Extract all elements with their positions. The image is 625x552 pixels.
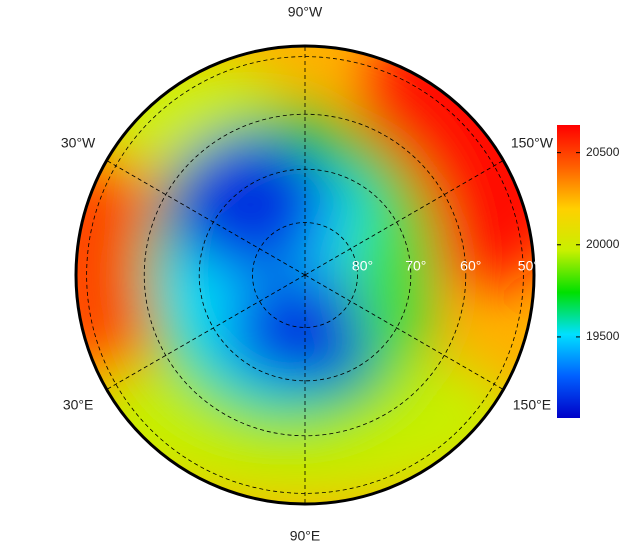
longitude-label: 90°W	[288, 4, 323, 20]
colorbar-label: 20500	[586, 145, 620, 159]
map-border	[74, 44, 536, 506]
longitude-label: 150°W	[511, 135, 554, 151]
meridian-line	[106, 274, 306, 390]
longitude-label: 90°E	[290, 528, 321, 544]
longitude-label: 30°E	[63, 397, 94, 413]
latitude-label: 60°	[460, 258, 481, 274]
colorbar-label: 19500	[586, 329, 620, 343]
latitude-label: 80°	[352, 258, 373, 274]
meridian-line	[106, 160, 306, 276]
latitude-line	[86, 56, 524, 494]
colorbar-label: 20000	[586, 237, 620, 251]
latitude-line	[143, 113, 467, 437]
graticule	[86, 46, 524, 504]
latitude-label: 70°	[405, 258, 426, 274]
longitude-label: 150°E	[513, 397, 551, 413]
longitude-label: 30°W	[61, 135, 96, 151]
meridian-line	[304, 160, 504, 276]
field	[76, 46, 534, 504]
latitude-label: 50°	[518, 258, 539, 274]
colorbar	[557, 125, 580, 418]
meridian-line	[304, 274, 504, 390]
